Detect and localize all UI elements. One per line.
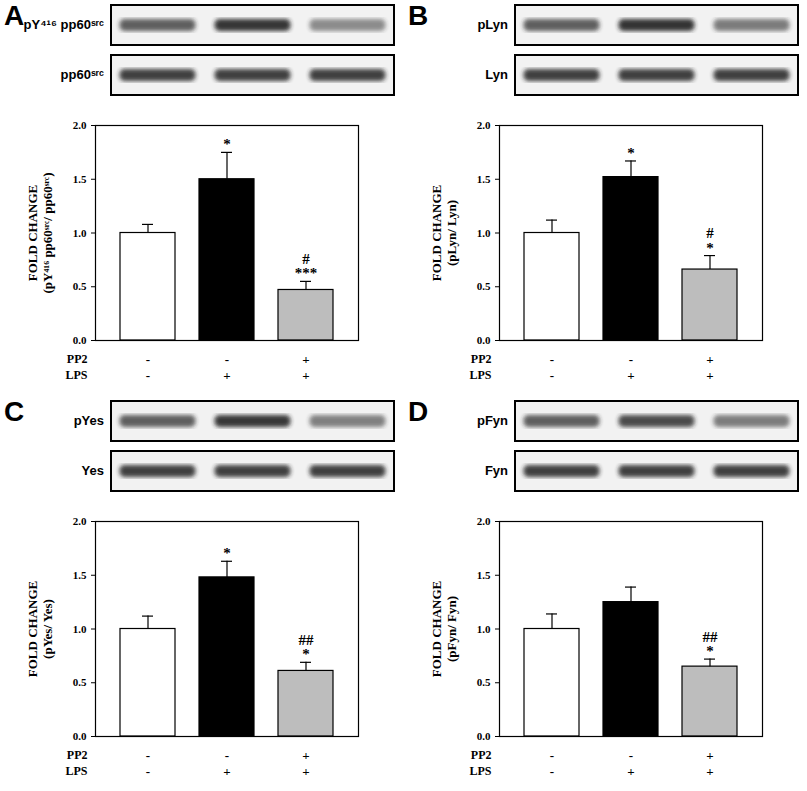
svg-text:-: - bbox=[629, 352, 633, 367]
svg-text:1.5: 1.5 bbox=[73, 569, 87, 581]
svg-text:-: - bbox=[225, 352, 229, 367]
html-text:(pY⁴¹⁶ pp60ˢʳᶜ/ pp60ˢʳᶜ): (pY⁴¹⁶ pp60ˢʳᶜ/ pp60ˢʳᶜ) bbox=[40, 172, 55, 293]
html-text:pY⁴¹⁶ pp60ˢʳᶜ: pY⁴¹⁶ pp60ˢʳᶜ bbox=[23, 17, 104, 32]
svg-text:0.0: 0.0 bbox=[477, 730, 491, 742]
svg-text:+: + bbox=[706, 764, 713, 779]
svg-text:-: - bbox=[146, 352, 150, 367]
svg-text:0.0: 0.0 bbox=[73, 334, 87, 346]
svg-text:LPS: LPS bbox=[65, 764, 87, 778]
html-text:pp60ˢʳᶜ: pp60ˢʳᶜ bbox=[60, 67, 104, 82]
svg-text:PP2: PP2 bbox=[471, 748, 492, 762]
html-text:D: D bbox=[408, 396, 429, 427]
svg-text:0.5: 0.5 bbox=[73, 280, 87, 292]
svg-text:-: - bbox=[225, 748, 229, 763]
svg-text:1.5: 1.5 bbox=[477, 569, 491, 581]
svg-text:+: + bbox=[223, 368, 230, 383]
svg-text:2.0: 2.0 bbox=[73, 119, 87, 131]
svg-text:+: + bbox=[302, 764, 309, 779]
html-text:pFyn: pFyn bbox=[476, 413, 508, 428]
html-text:pYes: pYes bbox=[73, 413, 104, 428]
html-text:FOLD CHANGE: FOLD CHANGE bbox=[25, 580, 40, 677]
svg-text:0.5: 0.5 bbox=[477, 280, 491, 292]
html-text:Lyn: Lyn bbox=[485, 67, 508, 82]
html-text:C: C bbox=[4, 396, 25, 427]
html-text:A: A bbox=[4, 0, 25, 31]
svg-text:-: - bbox=[146, 764, 150, 779]
html-text:pLyn: pLyn bbox=[477, 17, 508, 32]
svg-text:+: + bbox=[627, 764, 634, 779]
svg-text:+: + bbox=[706, 352, 713, 367]
svg-text:-: - bbox=[550, 368, 554, 383]
svg-text:-: - bbox=[550, 764, 554, 779]
svg-text:LPS: LPS bbox=[469, 764, 491, 778]
svg-text:#*: #* bbox=[706, 225, 714, 255]
svg-text:##*: ##* bbox=[703, 629, 719, 659]
svg-text:1.5: 1.5 bbox=[73, 173, 87, 185]
svg-text:0.0: 0.0 bbox=[73, 730, 87, 742]
svg-text:-: - bbox=[550, 748, 554, 763]
svg-text:PP2: PP2 bbox=[67, 352, 88, 366]
svg-text:*: * bbox=[627, 145, 635, 161]
svg-text:##*: ##* bbox=[299, 632, 315, 662]
svg-text:+: + bbox=[706, 368, 713, 383]
svg-text:#***: #*** bbox=[295, 251, 318, 281]
svg-text:0.5: 0.5 bbox=[73, 676, 87, 688]
svg-text:PP2: PP2 bbox=[67, 748, 88, 762]
svg-text:+: + bbox=[302, 352, 309, 367]
svg-text:PP2: PP2 bbox=[471, 352, 492, 366]
svg-text:+: + bbox=[627, 368, 634, 383]
svg-text:0.5: 0.5 bbox=[477, 676, 491, 688]
html-text:FOLD CHANGE: FOLD CHANGE bbox=[429, 580, 444, 677]
svg-text:LPS: LPS bbox=[65, 368, 87, 382]
svg-text:+: + bbox=[706, 748, 713, 763]
svg-text:2.0: 2.0 bbox=[477, 515, 491, 527]
html-text:(pLyn/ Lyn): (pLyn/ Lyn) bbox=[444, 199, 459, 266]
html-text:FOLD CHANGE: FOLD CHANGE bbox=[25, 184, 40, 281]
svg-text:-: - bbox=[146, 748, 150, 763]
svg-text:+: + bbox=[302, 368, 309, 383]
svg-text:0.0: 0.0 bbox=[477, 334, 491, 346]
svg-text:1.0: 1.0 bbox=[73, 227, 87, 239]
svg-text:+: + bbox=[223, 764, 230, 779]
svg-text:2.0: 2.0 bbox=[73, 515, 87, 527]
svg-text:*: * bbox=[223, 136, 231, 152]
html-text:FOLD CHANGE: FOLD CHANGE bbox=[429, 184, 444, 281]
svg-text:LPS: LPS bbox=[469, 368, 491, 382]
svg-text:-: - bbox=[629, 748, 633, 763]
html-text:Fyn: Fyn bbox=[484, 463, 508, 478]
svg-text:1.5: 1.5 bbox=[477, 173, 491, 185]
svg-text:-: - bbox=[146, 368, 150, 383]
svg-text:2.0: 2.0 bbox=[477, 119, 491, 131]
svg-text:1.0: 1.0 bbox=[73, 623, 87, 635]
svg-text:1.0: 1.0 bbox=[477, 227, 491, 239]
html-text:Yes: Yes bbox=[81, 463, 104, 478]
html-text:(pFyn/ Fyn): (pFyn/ Fyn) bbox=[444, 595, 459, 662]
html-text:(pYes/ Yes): (pYes/ Yes) bbox=[40, 598, 55, 659]
svg-text:*: * bbox=[223, 545, 231, 561]
svg-text:+: + bbox=[302, 748, 309, 763]
html-text:B: B bbox=[408, 0, 429, 31]
svg-text:1.0: 1.0 bbox=[477, 623, 491, 635]
svg-text:-: - bbox=[550, 352, 554, 367]
